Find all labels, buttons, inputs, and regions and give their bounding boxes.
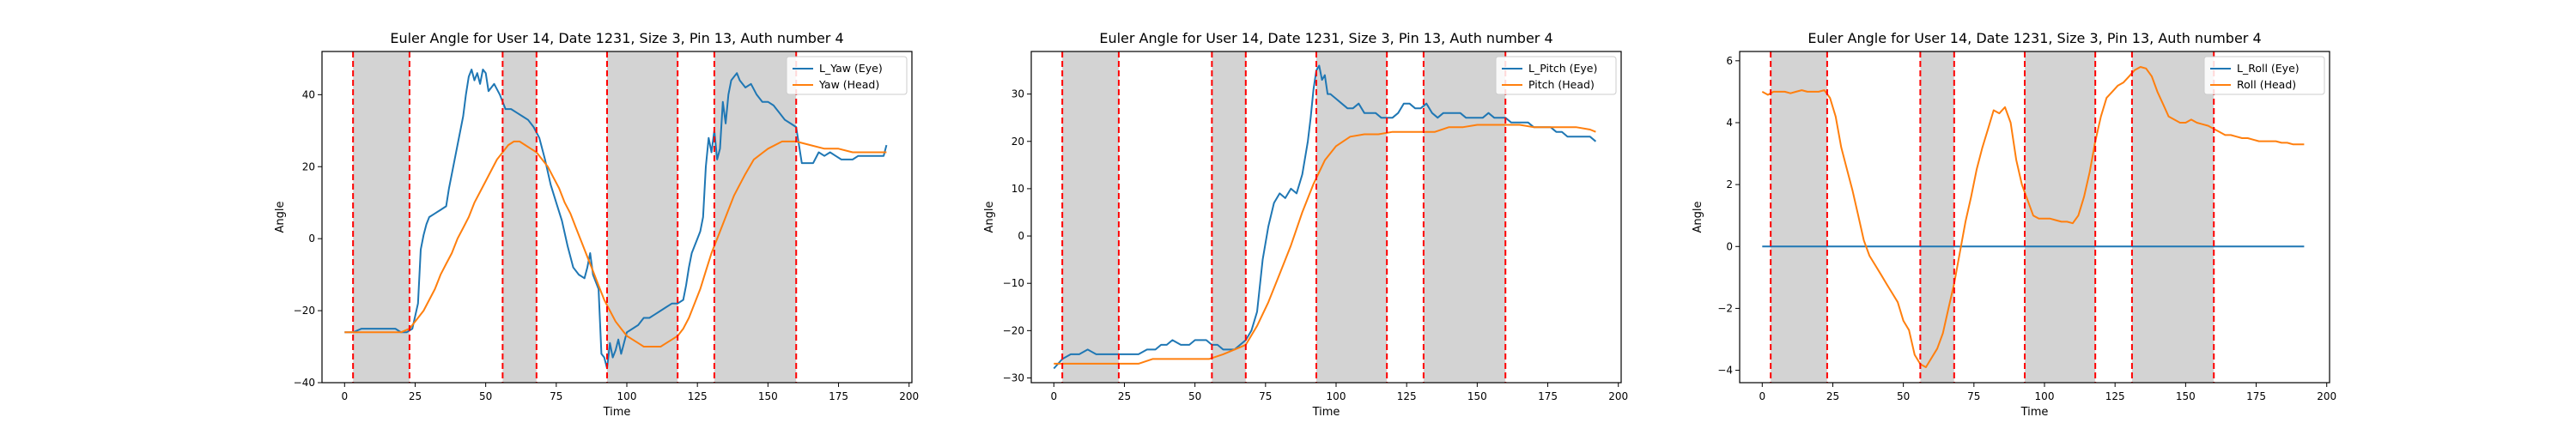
x-tick-label: 200 [1608, 390, 1628, 402]
y-tick-label: 20 [302, 160, 315, 172]
x-tick-label: 125 [2105, 390, 2125, 402]
x-axis-label: Time [603, 406, 631, 419]
y-tick-label: −20 [1003, 324, 1024, 336]
y-tick-label: 20 [1012, 136, 1024, 148]
legend-box [2203, 56, 2325, 95]
chart-title: Euler Angle for User 14, Date 1231, Size… [1099, 30, 1552, 46]
y-tick-label: 40 [302, 88, 315, 100]
chart-title: Euler Angle for User 14, Date 1231, Size… [390, 30, 843, 46]
legend: L_Yaw (Eye) Yaw (Head) [786, 56, 908, 95]
shaded-interval [1771, 51, 1827, 383]
x-tick-label: 175 [2246, 390, 2266, 402]
y-tick-label: −20 [294, 305, 315, 317]
x-tick-label: 150 [2176, 390, 2196, 402]
y-tick-label: −10 [1003, 277, 1024, 289]
x-tick-label: 25 [1118, 390, 1131, 402]
axes-frame [1030, 51, 1622, 384]
shaded-interval [1423, 51, 1506, 383]
y-tick-label: 4 [1726, 117, 1733, 129]
x-tick-label: 0 [1759, 390, 1765, 402]
x-tick-label: 50 [1188, 390, 1201, 402]
axes-frame [321, 51, 913, 384]
x-tick-label: 0 [1050, 390, 1057, 402]
shaded-interval [606, 51, 678, 383]
axes-frame [1739, 51, 2330, 384]
legend: L_Roll (Eye) Roll (Head) [2203, 56, 2325, 95]
legend-label-2: Roll (Head) [2237, 78, 2296, 91]
shaded-interval [2131, 51, 2215, 383]
chart-panel-1: 0 25 50 75 100 125 150 175 200 −40 −20 0 20 40 Euler A… [274, 30, 919, 419]
shaded-interval [714, 51, 797, 383]
legend-label-1: L_Pitch (Eye) [1528, 62, 1597, 75]
x-tick-label: 175 [829, 390, 848, 402]
chart-title: Euler Angle for User 14, Date 1231, Size… [1807, 30, 2261, 46]
legend: L_Pitch (Eye) Pitch (Head) [1495, 56, 1617, 95]
x-tick-label: 200 [899, 390, 919, 402]
x-tick-label: 75 [550, 390, 562, 402]
x-tick-label: 75 [1967, 390, 1980, 402]
y-axis-label: Angle [1692, 202, 1704, 233]
chart-panel-2: 0 25 50 75 100 125 150 175 200 −30 −20 −10 0 10 20 30 Eu… [983, 30, 1628, 419]
x-tick-label: 25 [409, 390, 422, 402]
y-tick-label: 10 [1012, 183, 1024, 195]
y-tick-label: 2 [1726, 178, 1733, 190]
x-tick-label: 100 [617, 390, 637, 402]
x-axis-label: Time [2020, 406, 2049, 419]
x-tick-label: 50 [479, 390, 492, 402]
legend-label-1: L_Roll (Eye) [2237, 62, 2300, 75]
y-tick-label: −40 [294, 377, 315, 389]
series-line-1 [344, 69, 888, 370]
x-tick-label: 75 [1259, 390, 1272, 402]
x-tick-label: 150 [1467, 390, 1487, 402]
x-tick-label: 0 [341, 390, 348, 402]
x-tick-label: 125 [1397, 390, 1417, 402]
legend-label-2: Pitch (Head) [1528, 78, 1595, 91]
x-tick-label: 100 [2035, 390, 2055, 402]
y-tick-label: −2 [1717, 302, 1733, 314]
shaded-interval [502, 51, 537, 383]
x-tick-label: 125 [688, 390, 708, 402]
y-tick-label: 6 [1726, 55, 1733, 67]
x-tick-label: 200 [2317, 390, 2336, 402]
x-tick-label: 175 [1538, 390, 1558, 402]
x-tick-label: 25 [1826, 390, 1839, 402]
y-axis-label: Angle [983, 202, 996, 233]
y-tick-label: 0 [308, 233, 315, 245]
legend-label-1: L_Yaw (Eye) [819, 62, 883, 75]
shaded-interval [1062, 51, 1119, 383]
x-tick-label: 50 [1897, 390, 1910, 402]
y-tick-label: 0 [1018, 230, 1024, 242]
y-tick-label: 30 [1012, 88, 1024, 100]
legend-box [1495, 56, 1617, 95]
x-axis-label: Time [1312, 406, 1340, 419]
series-line-1 [1053, 64, 1597, 370]
legend-box [786, 56, 908, 95]
chart-panel-3: 0 25 50 75 100 125 150 175 200 −4 −2 0 2 4 6 Euler Angl… [1692, 30, 2336, 419]
shaded-interval [1212, 51, 1246, 383]
y-tick-label: 0 [1726, 240, 1733, 252]
series-line-2 [344, 140, 887, 347]
y-axis-label: Angle [274, 202, 287, 233]
series-line-2 [1054, 124, 1596, 365]
x-tick-label: 100 [1327, 390, 1346, 402]
shaded-interval [1920, 51, 1954, 383]
shaded-interval [1315, 51, 1388, 383]
x-tick-label: 150 [758, 390, 778, 402]
shaded-interval [353, 51, 410, 383]
y-tick-label: −30 [1003, 372, 1024, 384]
legend-label-2: Yaw (Head) [818, 78, 879, 91]
y-tick-label: −4 [1717, 365, 1733, 377]
